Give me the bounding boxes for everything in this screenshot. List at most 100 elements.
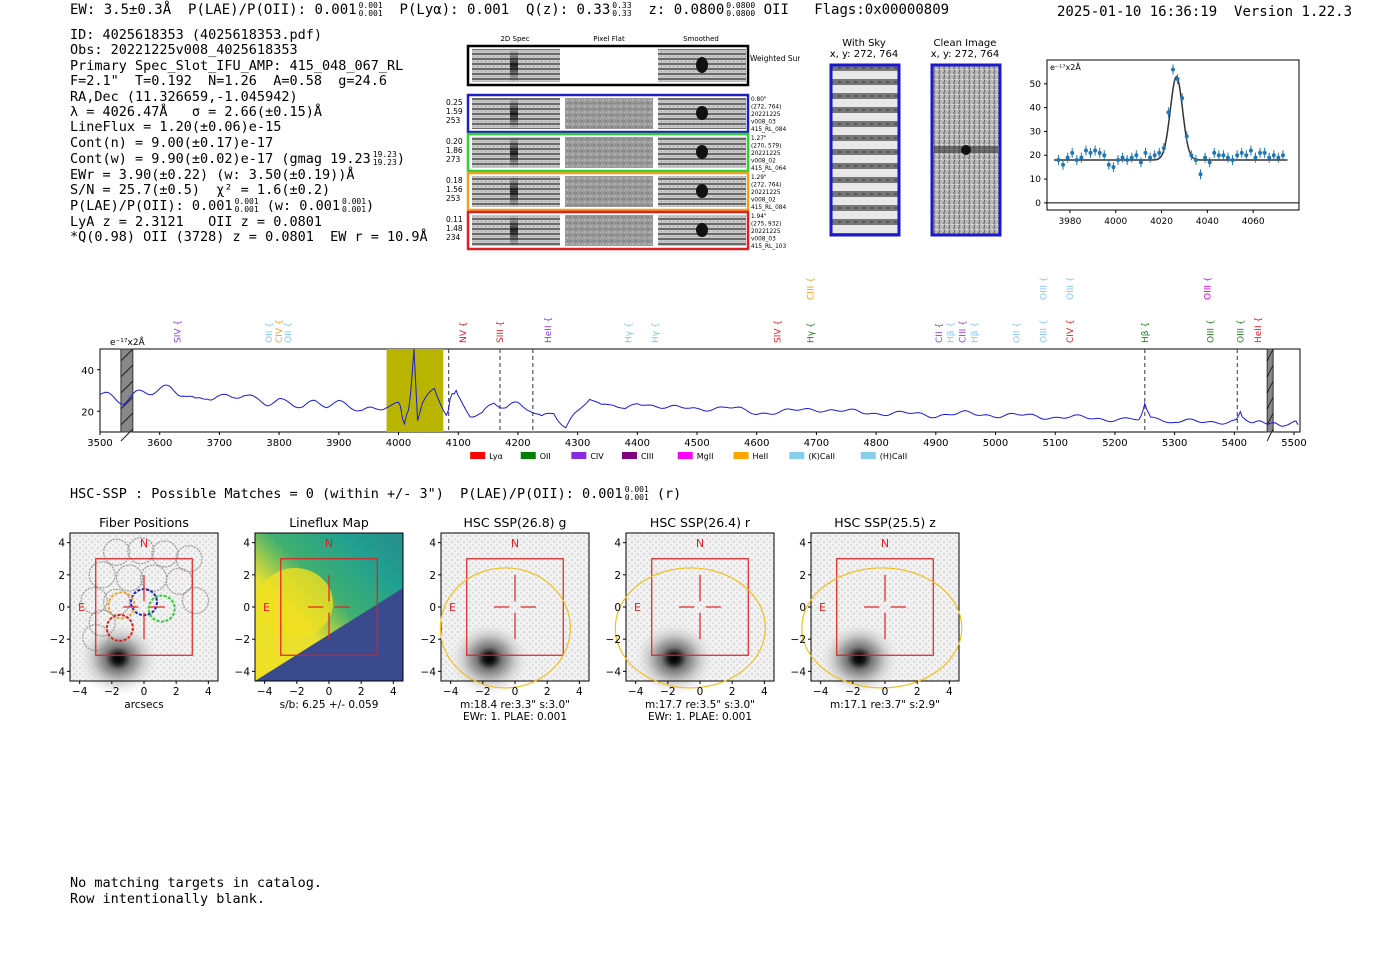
- aperture-box: [836, 558, 934, 656]
- panel-caption: m:17.1 re:3.7" s:2.9": [830, 699, 940, 711]
- with-sky-title: With Sky x, y: 272, 764: [829, 38, 899, 60]
- svg-text:(H)CaII: (H)CaII: [880, 452, 907, 461]
- fit-data-point: [1111, 162, 1116, 173]
- legend-entry: (K)CaII: [789, 452, 835, 461]
- line-label: Hγ {: [806, 322, 816, 343]
- fit-data-point: [1157, 147, 1162, 158]
- line-label: HeII {: [544, 317, 554, 343]
- panel-ytick: 2: [799, 570, 806, 582]
- line-label: SIV {: [174, 320, 184, 343]
- fit-ylabel: e⁻¹⁷x2Å: [1050, 61, 1081, 72]
- fit-data-point: [1267, 152, 1272, 163]
- svg-text:HeII: HeII: [753, 452, 769, 461]
- cutout-right-stat: (270, 579): [751, 144, 781, 150]
- north-label: N: [881, 537, 889, 550]
- svg-text:CIII: CIII: [641, 452, 654, 461]
- fit-data-point: [1271, 150, 1276, 161]
- north-label: N: [325, 537, 333, 550]
- image-panel: Fiber Positions N E −4 −4 −2 −2 0 0 2 2 4 4 arcsecs: [50, 515, 219, 711]
- cutout-left-stat: 253: [446, 194, 461, 203]
- line-label: Hβ {: [971, 322, 981, 343]
- panel-ytick: −2: [791, 634, 806, 646]
- panel-xtick: 4: [576, 686, 583, 698]
- panel-ytick: 2: [58, 570, 65, 582]
- line-label: NV {: [459, 322, 469, 343]
- panel-xtick: 4: [205, 686, 212, 698]
- panel-xtick: 4: [390, 686, 397, 698]
- contn-line: Cont(n) = 9.00(±0.17)e-17: [70, 134, 274, 151]
- fit-xtick: 3980: [1058, 217, 1081, 227]
- fit-data-point: [1148, 152, 1153, 163]
- panel-caption: arcsecs: [124, 699, 163, 711]
- panel-xtick: 2: [173, 686, 180, 698]
- fit-data-point: [1056, 155, 1061, 165]
- lya-line: LyA z = 2.3121 OII z = 0.0801: [70, 213, 322, 230]
- fit-data-point: [1061, 159, 1066, 170]
- line-label: Hγ {: [624, 322, 634, 343]
- panel-ytick: 0: [58, 602, 65, 614]
- fit-data-point: [1193, 155, 1198, 165]
- legend-entry: Lyα: [470, 452, 503, 461]
- spec-ytick: 20: [81, 407, 94, 418]
- east-label: E: [263, 601, 270, 614]
- line-label: OIII {: [1206, 319, 1216, 343]
- header-line: EW: 3.5±0.3Å P(LAE)/P(OII): 0.001 0.001 0.…: [70, 1, 949, 19]
- fit-data-point: [1083, 145, 1088, 156]
- fit-data-point: [1125, 155, 1130, 165]
- fit-data-point: [1171, 64, 1175, 75]
- east-label: E: [819, 601, 826, 614]
- fit-data-point: [1074, 155, 1079, 165]
- panel-ytick: 4: [243, 538, 250, 550]
- north-label: N: [696, 537, 704, 550]
- fit-xtick: 4000: [1104, 217, 1127, 227]
- with-sky-image: [829, 63, 901, 237]
- fit-data-point: [1079, 152, 1084, 163]
- cutout-left-stat: 1.86: [446, 146, 463, 155]
- line-label: CIII {: [959, 320, 969, 343]
- fit-data-point: [1093, 145, 1098, 156]
- aperture-box: [466, 558, 564, 656]
- panel-xtick: −2: [475, 686, 490, 698]
- timestamp-version: 2025-01-10 16:36:19 Version 1.22.3: [1057, 4, 1352, 20]
- fit-xtick: 4020: [1150, 217, 1173, 227]
- line-label: OIII {: [1066, 278, 1076, 300]
- spec-xtick: 5500: [1281, 438, 1306, 449]
- q-line: *Q(0.98) OII (3728) z = 0.0801 EW r = 10…: [70, 229, 428, 246]
- spec-xtick: 3800: [266, 438, 291, 449]
- line-label: CII {: [935, 323, 945, 343]
- panel-title: Fiber Positions: [99, 515, 189, 530]
- panel-xtick: 0: [697, 686, 704, 698]
- fit-xtick: 4040: [1196, 217, 1219, 227]
- ewr-line: EWr = 3.90(±0.22) (w: 3.50(±0.19))Å: [70, 166, 355, 183]
- panel-xtick: 2: [729, 686, 736, 698]
- cutout-right-stat: 1.94": [751, 214, 767, 220]
- fit-data-point: [1253, 152, 1258, 163]
- hsc-summary: HSC-SSP : Possible Matches = 0 (within +…: [70, 485, 682, 503]
- panel-xtick: 4: [761, 686, 768, 698]
- qz-fraction: 0.33 0.33: [612, 1, 632, 18]
- cutout-right-stat: v008_03: [751, 120, 776, 126]
- cutout-left-stat: 273: [446, 155, 461, 164]
- line-label: Hβ {: [1141, 322, 1151, 343]
- ew-text: EW: 3.5±0.3Å: [70, 2, 172, 18]
- spec-xtick: 5300: [1162, 438, 1187, 449]
- full-spectrum-chart: 3500 3600 3700 3800 3900 4000 4100 4200 4300 4400…: [81, 278, 1306, 461]
- panel-xtick: 2: [358, 686, 365, 698]
- sky-images: [829, 63, 1002, 237]
- svg-text:Lyα: Lyα: [489, 452, 503, 461]
- line-label: OIII {: [1039, 278, 1049, 300]
- line-label: CIII {: [806, 278, 816, 300]
- panel-xtick: −4: [813, 686, 829, 698]
- east-label: E: [78, 601, 85, 614]
- cutout-left-stat: 234: [446, 233, 461, 242]
- fit-data-point: [1184, 131, 1189, 142]
- fit-data-point: [1235, 150, 1240, 161]
- line-label: Hβ {: [947, 322, 957, 343]
- spec-xtick: 3700: [207, 438, 232, 449]
- fit-data-point: [1120, 152, 1125, 163]
- fit-ytick: 10: [1030, 175, 1042, 185]
- cutout-left-stat: 0.25: [446, 98, 463, 107]
- panel-xtick: −2: [289, 686, 304, 698]
